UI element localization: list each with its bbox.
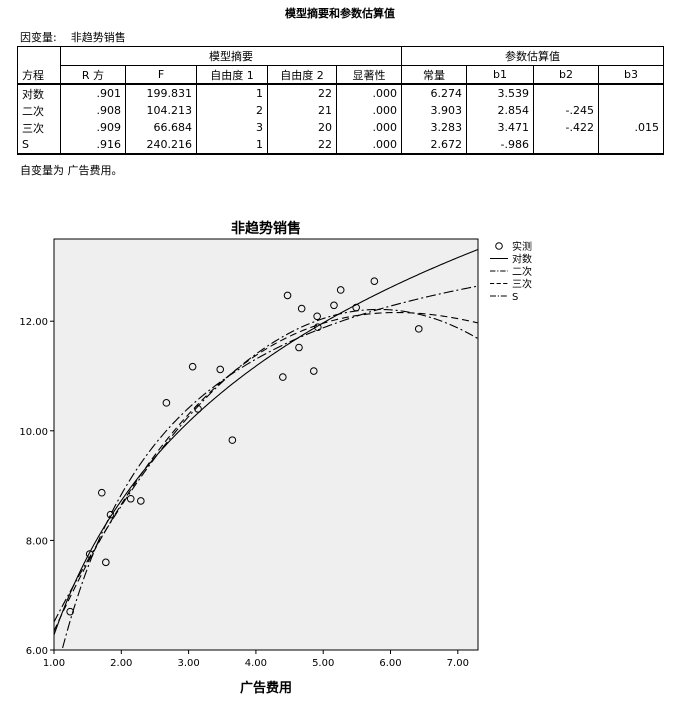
table-row: S .916 240.216 1 22.000 2.672 -.986 [17, 136, 664, 155]
chart-title: 非趋势销售 [231, 221, 301, 237]
observed-point [126, 494, 135, 503]
column-header: 显著性 [336, 65, 402, 85]
table-cell [598, 84, 664, 102]
column-header: b1 [466, 65, 534, 85]
group-model-summary: 模型摘要 [60, 46, 402, 66]
legend-label: 实测 [512, 240, 532, 253]
observed-point [330, 301, 338, 310]
table-cell: 20 [267, 119, 337, 136]
y-tick-label: 12.00 [19, 317, 48, 328]
x-tick-label: 5.00 [312, 658, 334, 669]
table-cell: 6.274 [401, 84, 467, 102]
legend-label: 对数 [512, 253, 532, 266]
table-cell: 104.213 [125, 102, 197, 119]
table-cell: .916 [60, 136, 126, 155]
x-tick-label: 3.00 [177, 658, 199, 669]
observed-point [106, 510, 115, 519]
observed-point [283, 291, 292, 300]
fit-curve-quadratic [54, 308, 478, 623]
x-tick-label: 2.00 [110, 658, 132, 669]
observed-point [162, 399, 171, 407]
row-label: 对数 [17, 84, 61, 102]
table-cell: 240.216 [125, 136, 197, 155]
table-cell: -.986 [466, 136, 534, 155]
observed-point [295, 343, 303, 352]
observed-point [188, 362, 197, 371]
x-tick-label: 4.00 [245, 658, 267, 669]
observed-point [309, 367, 318, 375]
table-cell [598, 136, 664, 155]
table-cell [598, 102, 664, 119]
table-cell: .015 [598, 119, 664, 136]
row-header: 方程 [17, 65, 61, 85]
x-tick-label: 7.00 [447, 658, 469, 669]
table-cell: 2.854 [466, 102, 534, 119]
dependent-value: 非趋势销售 [70, 31, 126, 44]
table-cell: .000 [336, 102, 402, 119]
y-tick-label: 10.00 [19, 427, 48, 438]
table-cell: 3.283 [401, 119, 467, 136]
dependent-variable: 因变量: 非趋势销售 [20, 29, 126, 45]
table-cell: .901 [60, 84, 126, 102]
table-cell: .000 [336, 84, 402, 102]
table-title: 模型摘要和参数估算值 [285, 7, 395, 20]
observed-point [194, 405, 202, 413]
y-tick-label: 8.00 [26, 536, 48, 547]
observed-point [216, 365, 225, 374]
fit-curve-log [54, 248, 478, 636]
dependent-label: 因变量: [20, 31, 57, 44]
observed-point [279, 373, 287, 381]
observed-point [137, 497, 145, 505]
group-parameters: 参数估算值 [401, 46, 664, 66]
observed-point [228, 436, 237, 444]
observed-point [102, 558, 110, 567]
table-cell: .000 [336, 136, 402, 155]
observed-point [336, 286, 345, 294]
observed-point [352, 303, 360, 312]
column-header: 自由度 1 [196, 65, 268, 85]
x-tick-label: 1.00 [43, 658, 65, 669]
column-header: 常量 [401, 65, 467, 85]
table-cell: 3.903 [401, 102, 467, 119]
table-cell: 22 [267, 136, 337, 155]
legend-marker-observed [495, 242, 503, 250]
observed-point [66, 607, 74, 616]
x-tick-label: 6.00 [379, 658, 401, 669]
observed-point [414, 325, 423, 333]
fit-curve-s [61, 285, 478, 650]
observed-point [297, 304, 306, 313]
column-header: b3 [598, 65, 664, 85]
table-cell: 3.471 [466, 119, 534, 136]
table-row: 二次 .908 104.213 2 21.000 3.903 2.854 -.245 [17, 102, 664, 119]
row-label: 二次 [17, 102, 61, 119]
observed-point [313, 312, 321, 321]
observed-point [85, 550, 94, 558]
legend-label: 二次 [512, 265, 532, 278]
table-row: 对数 .901 199.831 1 22.000 6.274 3.539 [17, 84, 664, 102]
table-footnote: 自变量为 广告费用。 [20, 164, 123, 177]
table-cell: 66.684 [125, 119, 197, 136]
observed-point [370, 277, 379, 285]
table-cell: .908 [60, 102, 126, 119]
table-row: 三次 .909 66.684 3 20.000 3.283 3.471 -.422.015 [17, 119, 664, 136]
column-header: b2 [533, 65, 599, 85]
fit-curve-cubic [54, 311, 478, 632]
y-tick-label: 6.00 [26, 646, 48, 657]
x-axis-label: 广告费用 [239, 681, 292, 696]
model-summary-table: 模型摘要 参数估算值 方程 R 方 F 自由度 1 自由度 2 显著性 常量 b1 b2 b3 … [17, 46, 664, 155]
table-cell: 2.672 [401, 136, 467, 155]
observed-point [97, 488, 106, 497]
observed-point [314, 323, 322, 332]
legend-label: 三次 [512, 278, 532, 291]
table-cell: -.245 [533, 102, 599, 119]
legend-label: S [512, 292, 518, 303]
column-header: 自由度 2 [267, 65, 337, 85]
plot-area [53, 238, 479, 651]
